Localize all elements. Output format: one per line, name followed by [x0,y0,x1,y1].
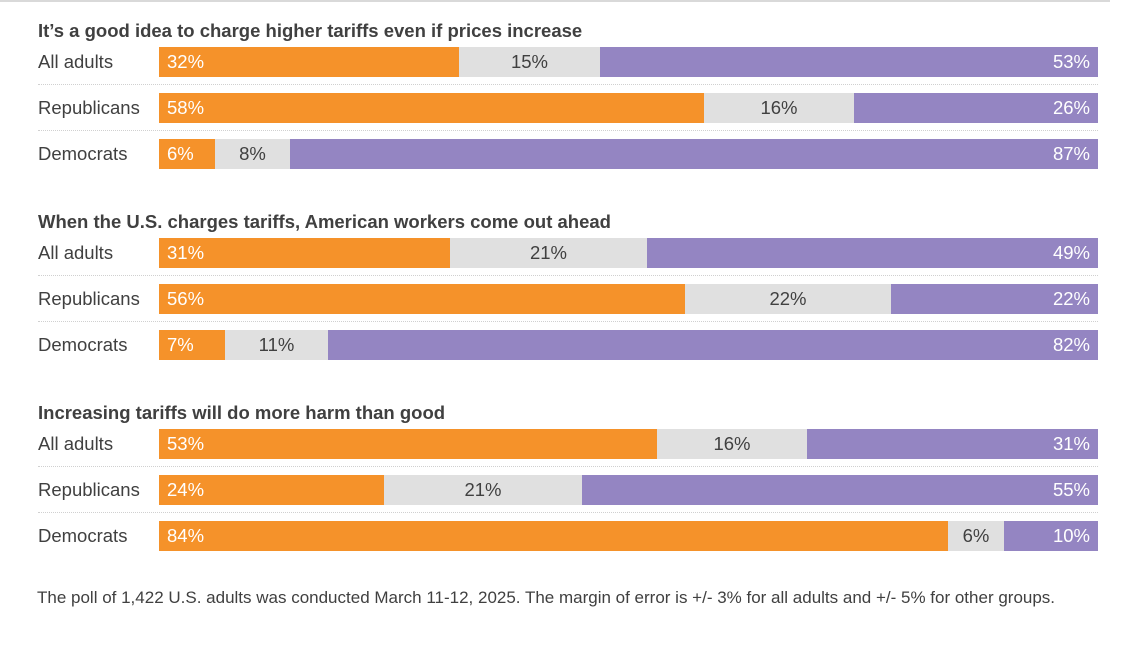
chart-panel-more-harm: Increasing tariffs will do more harm tha… [38,400,1098,564]
bar-segment-neutral: 16% [704,93,854,123]
stacked-bar: 58% 16% 26% [159,93,1098,123]
bar-segment-disagree: 49% [647,238,1098,268]
data-label: 49% [1052,242,1090,263]
stacked-bar: 6% 8% 87% [159,139,1098,169]
category-label: All adults [38,242,114,263]
category-label: All adults [38,433,114,454]
bar-segment-disagree: 26% [854,93,1098,123]
chart-title: When the U.S. charges tariffs, American … [38,211,611,232]
chart-title: Increasing tariffs will do more harm tha… [38,402,446,423]
data-label: 56% [167,288,205,309]
row-divider [38,512,1098,513]
bar-row: All adults 31% 21% 49% [38,235,1098,281]
stacked-bar: 84% 6% 10% [159,521,1098,551]
bar-row: Democrats 6% 8% 87% [38,136,1098,182]
data-label: 55% [1052,479,1090,500]
bar-segment-neutral: 22% [685,284,891,314]
bar-segment-agree: 84% [159,521,948,551]
chart-panel-workers-ahead: When the U.S. charges tariffs, American … [38,209,1098,373]
bar-segment-disagree: 55% [582,475,1098,505]
data-label: 31% [1052,433,1090,454]
data-label: 26% [1052,97,1090,118]
bar-segment-neutral: 21% [450,238,647,268]
data-label: 31% [167,242,205,263]
bar-segment-neutral: 16% [657,429,807,459]
bar-segment-agree: 53% [159,429,657,459]
bar-row: Republicans 56% 22% 22% [38,281,1098,327]
stacked-bar: 31% 21% 49% [159,238,1098,268]
bar-segment-agree: 7% [159,330,225,360]
data-label: 24% [167,479,205,500]
data-label: 6% [167,143,194,164]
stacked-bar: 32% 15% 53% [159,47,1098,77]
stacked-bar: 24% 21% 55% [159,475,1098,505]
bar-segment-disagree: 10% [1004,521,1098,551]
data-label: 16% [713,433,751,454]
top-divider [0,0,1110,2]
bar-segment-agree: 6% [159,139,215,169]
stacked-bar: 53% 16% 31% [159,429,1098,459]
bar-row: All adults 53% 16% 31% [38,426,1098,472]
data-label: 21% [464,479,502,500]
bar-row: Republicans 24% 21% 55% [38,472,1098,518]
data-label: 82% [1052,334,1090,355]
bar-segment-agree: 31% [159,238,450,268]
bar-row: All adults 32% 15% 53% [38,44,1098,90]
bar-segment-disagree: 87% [290,139,1098,169]
bar-row: Democrats 7% 11% 82% [38,327,1098,373]
data-label: 15% [510,51,549,72]
bar-segment-agree: 32% [159,47,459,77]
bar-row: Democrats 84% 6% 10% [38,518,1098,564]
data-label: 58% [167,97,205,118]
stacked-bar: 7% 11% 82% [159,330,1098,360]
bar-segment-neutral: 6% [948,521,1004,551]
bar-row: Republicans 58% 16% 26% [38,90,1098,136]
bar-segment-agree: 24% [159,475,384,505]
data-label: 11% [258,334,295,355]
chart-panel-higher-tariffs: It’s a good idea to charge higher tariff… [38,18,1098,182]
bar-segment-neutral: 15% [459,47,600,77]
row-divider [38,275,1098,276]
row-divider [38,130,1098,131]
data-label: 7% [167,334,194,355]
category-label: Republicans [38,479,140,500]
bar-rows: All adults 32% 15% 53% Republicans 58% 16% 26% D… [38,44,1098,182]
bar-segment-neutral: 21% [384,475,582,505]
footnote: The poll of 1,422 U.S. adults was conduc… [37,588,1056,607]
data-label: 22% [1052,288,1090,309]
category-label: Democrats [38,334,128,355]
data-label: 10% [1052,525,1090,546]
bar-segment-disagree: 82% [328,330,1098,360]
data-label: 87% [1052,143,1090,164]
bar-rows: All adults 31% 21% 49% Republicans 56% 22% 22% D… [38,235,1098,373]
category-label: Democrats [38,525,128,546]
row-divider [38,466,1098,467]
data-label: 32% [167,51,205,72]
bar-segment-neutral: 8% [215,139,290,169]
data-label: 22% [769,288,807,309]
bar-segment-agree: 58% [159,93,704,123]
data-label: 53% [1052,51,1090,72]
bar-segment-disagree: 22% [891,284,1098,314]
data-label: 8% [239,143,266,164]
data-label: 84% [167,525,205,546]
data-label: 16% [760,97,798,118]
bar-segment-disagree: 53% [600,47,1098,77]
bar-rows: All adults 53% 16% 31% Republicans 24% 21% 55% D… [38,426,1098,564]
category-label: Republicans [38,97,140,118]
data-label: 6% [962,525,990,546]
data-label: 21% [529,242,568,263]
bar-segment-disagree: 31% [807,429,1098,459]
chart-title: It’s a good idea to charge higher tariff… [38,20,583,41]
data-label: 53% [167,433,205,454]
stacked-bar: 56% 22% 22% [159,284,1098,314]
category-label: Democrats [38,143,128,164]
bar-segment-agree: 56% [159,284,685,314]
category-label: Republicans [38,288,140,309]
row-divider [38,321,1098,322]
row-divider [38,84,1098,85]
category-label: All adults [38,51,114,72]
bar-segment-neutral: 11% [225,330,328,360]
